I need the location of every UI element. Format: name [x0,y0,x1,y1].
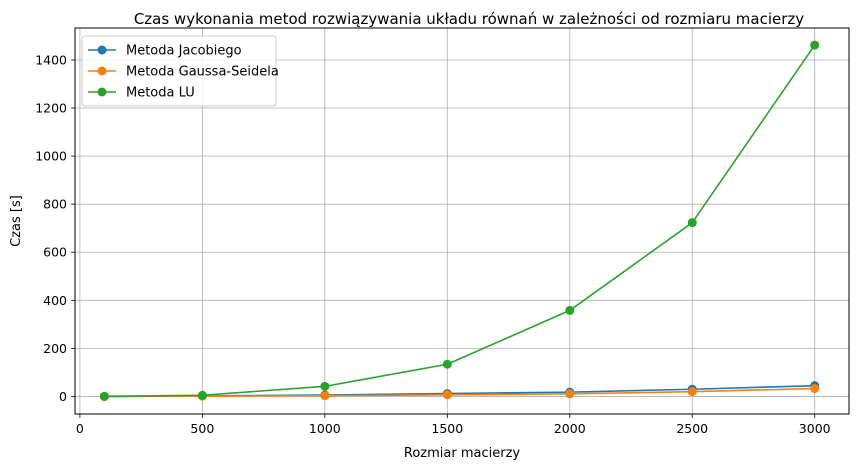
chart-title: Czas wykonania metod rozwiązywania układ… [134,10,804,28]
legend-swatch-marker [97,45,107,55]
axis-ticks: 0 500 1000 1500 2000 2500 3000 0 200 400 600 800 100… [35,52,830,436]
y-tick-label: 200 [43,341,67,356]
legend-item-metoda-lu: Metoda LU [88,86,195,101]
y-tick-label: 600 [43,245,67,260]
series-lines [99,40,820,401]
y-tick-label: 0 [59,389,67,404]
y-tick-label: 1000 [35,149,67,164]
x-tick-label: 1500 [431,421,463,436]
legend-box [81,35,277,107]
y-tick-label: 800 [43,197,67,212]
data-point-metoda-lu [320,381,330,391]
data-point-metoda-gaussa-seidela [442,390,452,400]
legend-label: Metoda Jacobiego [126,44,242,59]
y-tick-label: 400 [43,293,67,308]
y-tick-label: 1400 [35,52,67,67]
data-point-metoda-lu [99,391,109,401]
legend-item-metoda-jacobiego: Metoda Jacobiego [88,44,242,59]
x-tick-label: 2000 [554,421,586,436]
data-point-metoda-lu [197,390,207,400]
x-tick-label: 500 [190,421,214,436]
legend-label: Metoda Gaussa-Seidela [126,65,279,80]
data-point-metoda-gaussa-seidela [687,387,697,397]
data-point-metoda-lu [810,40,820,50]
data-point-metoda-gaussa-seidela [320,391,330,401]
x-tick-label: 2500 [676,421,708,436]
data-point-metoda-lu [565,305,575,315]
x-tick-label: 1000 [309,421,341,436]
plot-frame [74,27,850,415]
x-axis-label: Rozmiar macierzy [404,446,521,461]
data-point-metoda-lu [687,218,697,228]
legend: Metoda Jacobiego Metoda Gaussa-Seidela Met… [81,35,279,107]
legend-item-metoda-gaussa-seidela: Metoda Gaussa-Seidela [88,65,279,80]
x-tick-label: 3000 [799,421,831,436]
x-tick-label: 0 [76,421,84,436]
legend-swatch-marker [97,87,107,97]
y-tick-label: 1200 [35,101,67,116]
data-point-metoda-lu [442,359,452,369]
legend-swatch-marker [97,66,107,76]
series-metoda-lu [99,40,820,401]
y-axis-label: Czas [s] [9,195,24,247]
data-point-metoda-gaussa-seidela [810,384,820,394]
data-point-metoda-gaussa-seidela [565,389,575,399]
legend-label: Metoda LU [126,86,195,101]
